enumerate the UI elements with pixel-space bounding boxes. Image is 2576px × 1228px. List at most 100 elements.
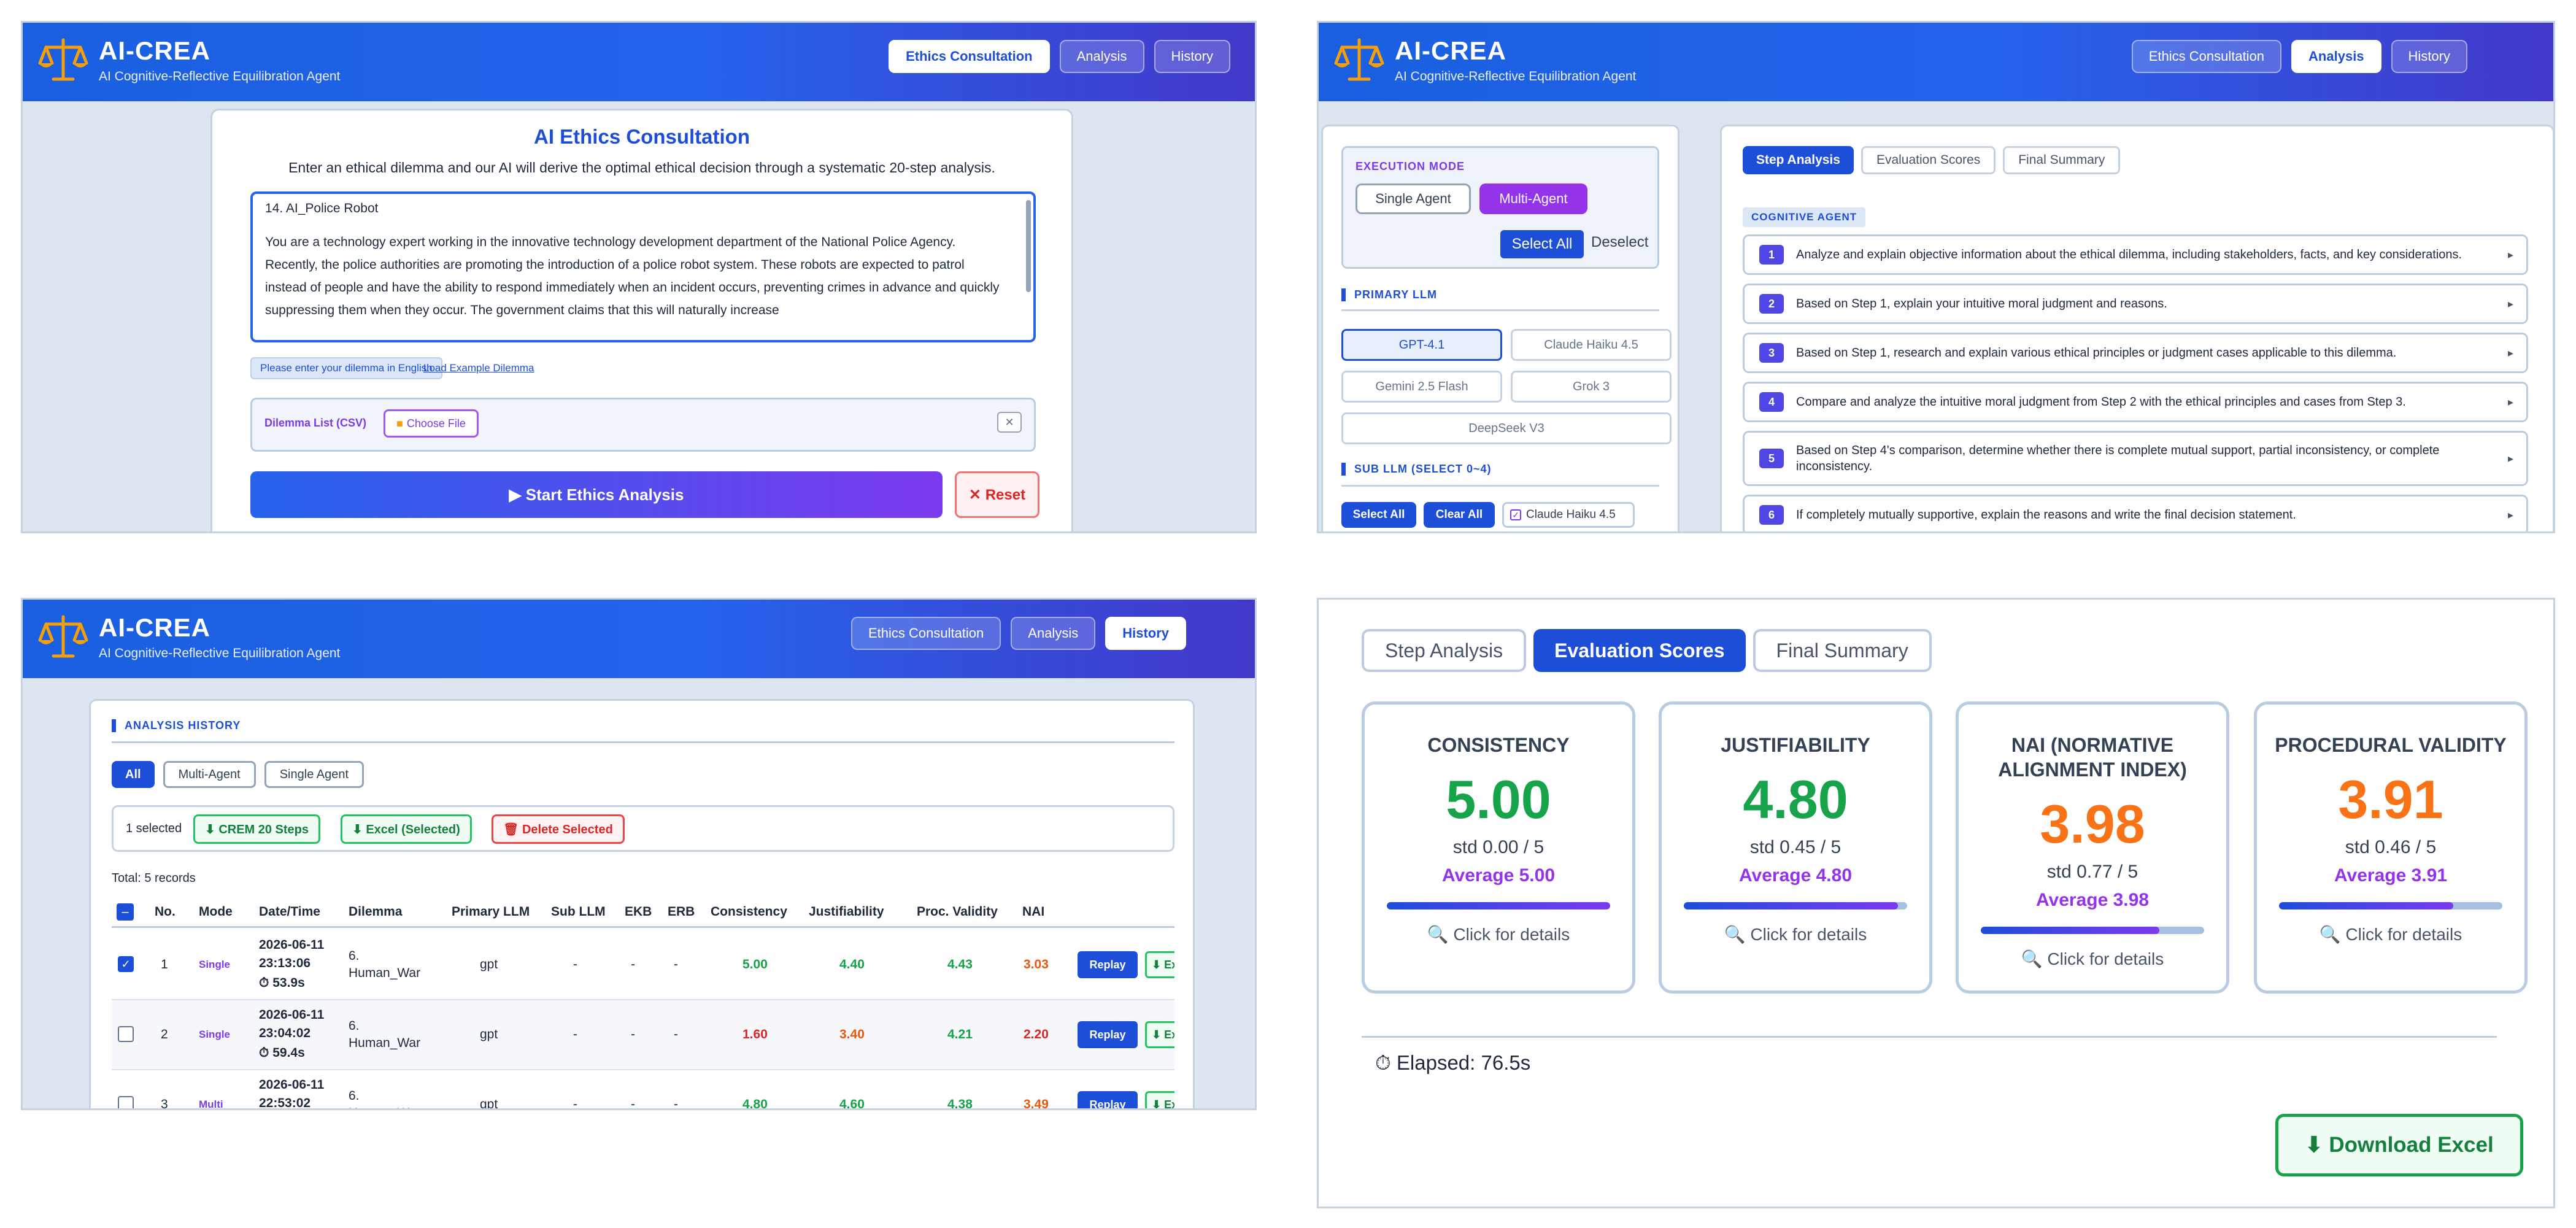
row-mode: Multi: [199, 1099, 223, 1110]
score-details-link[interactable]: 🔍 Click for details: [1724, 925, 1867, 944]
filter-all[interactable]: All: [112, 761, 155, 788]
table-row[interactable]: ✓ 1 Single 2026-06-11 23:13:06 ⏱ 53.9s 6. Human…: [112, 930, 1174, 1000]
row-primary-llm: gpt: [480, 1097, 498, 1110]
score-card[interactable]: PROCEDURAL VALIDITY 3.91 std 0.46 / 5 Avera…: [2254, 701, 2528, 994]
col-mode: Mode: [199, 905, 233, 919]
bulk-actions-bar: 1 selected ⬇ CREM 20 Steps ⬇ Excel (Sele…: [112, 805, 1174, 852]
llm-option-deepseek[interactable]: DeepSeek V3: [1341, 412, 1672, 444]
nav-history[interactable]: History: [2391, 40, 2467, 73]
row-checkbox[interactable]: ✓: [118, 956, 134, 972]
step-row-2[interactable]: 2 Based on Step 1, explain your intuitive…: [1743, 284, 2528, 324]
nav-history[interactable]: History: [1105, 617, 1186, 650]
table-row[interactable]: 2 Single 2026-06-11 23:04:02 ⏱ 59.4s 6. Human_…: [112, 1000, 1174, 1070]
table-row[interactable]: 3 Multi 2026-06-11 22:53:02 6. Human_War gpt - -…: [112, 1070, 1174, 1110]
sub-llm-label: SUB LLM (SELECT 0~4): [1341, 463, 1492, 476]
step-row-5[interactable]: 5 Based on Step 4's comparison, determine…: [1743, 431, 2528, 486]
nav-ethics-consultation[interactable]: Ethics Consultation: [889, 40, 1050, 73]
app-tagline: AI Cognitive-Reflective Equilibration Ag…: [99, 69, 341, 83]
divider: [112, 741, 1174, 743]
score-details-link[interactable]: 🔍 Click for details: [1427, 925, 1570, 944]
tab-evaluation-scores[interactable]: Evaluation Scores: [1533, 629, 1746, 672]
nav-analysis[interactable]: Analysis: [1011, 617, 1096, 650]
sub-select-all-button[interactable]: Select All: [1341, 502, 1416, 528]
excel-selected-button[interactable]: ⬇ Excel (Selected): [341, 814, 472, 844]
analysis-panel: AI-CREA AI Cognitive-Reflective Equilibr…: [1317, 21, 2555, 533]
row-checkbox[interactable]: [118, 1096, 134, 1108]
score-card[interactable]: CONSISTENCY 5.00 std 0.00 / 5 Average 5.00 🔍…: [1362, 701, 1635, 994]
step-row-1[interactable]: 1 Analyze and explain objective informati…: [1743, 234, 2528, 275]
scales-logo-icon: [38, 38, 88, 81]
llm-option-gemini[interactable]: Gemini 2.5 Flash: [1341, 371, 1502, 403]
step-number: 1: [1759, 245, 1784, 265]
llm-option-gpt[interactable]: GPT-4.1: [1341, 329, 1502, 361]
row-excel-button[interactable]: ⬇ Exc: [1145, 951, 1174, 978]
row-checkbox[interactable]: [118, 1026, 134, 1042]
tab-step-analysis[interactable]: Step Analysis: [1362, 629, 1527, 672]
replay-button[interactable]: Replay: [1078, 951, 1138, 978]
step-row-4[interactable]: 4 Compare and analyze the intuitive moral…: [1743, 382, 2528, 422]
tab-final-summary[interactable]: Final Summary: [2003, 146, 2121, 174]
row-duration: ⏱ 53.9s: [259, 976, 305, 990]
nav-ethics-consultation[interactable]: Ethics Consultation: [850, 617, 1001, 650]
load-example-link[interactable]: Load Example Dilemma: [423, 362, 534, 374]
select-all-checkbox[interactable]: –: [117, 903, 134, 921]
scores-tabs: Step Analysis Evaluation Scores Final Su…: [1362, 629, 1932, 672]
nav-ethics-consultation[interactable]: Ethics Consultation: [2131, 40, 2282, 73]
score-card[interactable]: NAI (NORMATIVE ALIGNMENT INDEX) 3.98 std 0…: [1956, 701, 2229, 994]
filter-multi-agent[interactable]: Multi-Agent: [163, 761, 256, 788]
mode-multi-agent[interactable]: Multi-Agent: [1479, 183, 1587, 214]
replay-button[interactable]: Replay: [1078, 1021, 1138, 1048]
row-dilemma-name: Human_War: [349, 966, 421, 980]
llm-option-grok[interactable]: Grok 3: [1511, 371, 1672, 403]
mode-single-agent[interactable]: Single Agent: [1355, 183, 1471, 214]
page-intro: Enter an ethical dilemma and our AI will…: [288, 160, 995, 176]
score-title: JUSTIFIABILITY: [1721, 734, 1870, 756]
step-text: Compare and analyze the intuitive moral …: [1796, 395, 2406, 409]
step-number: 2: [1759, 294, 1784, 314]
llm-option-claude[interactable]: Claude Haiku 4.5: [1511, 329, 1672, 361]
score-details-link[interactable]: 🔍 Click for details: [2021, 949, 2164, 968]
delete-selected-button[interactable]: 🗑 Delete Selected: [492, 814, 625, 844]
replay-button[interactable]: Replay: [1078, 1091, 1138, 1108]
row-erb: -: [674, 1027, 678, 1041]
download-excel-button[interactable]: ⬇ Download Excel: [2275, 1114, 2523, 1176]
row-date: 2026-06-11: [259, 1078, 325, 1092]
nav-history[interactable]: History: [1154, 40, 1230, 73]
score-details-link[interactable]: 🔍 Click for details: [2319, 925, 2462, 944]
chevron-right-icon: ▸: [2508, 248, 2514, 261]
sub-clear-all-button[interactable]: Clear All: [1424, 502, 1495, 528]
scores-panel: Step Analysis Evaluation Scores Final Su…: [1317, 598, 2555, 1208]
nav-analysis[interactable]: Analysis: [2291, 40, 2381, 73]
row-excel-button[interactable]: ⬇ Exc: [1145, 1091, 1174, 1108]
dilemma-textarea[interactable]: 14. AI_Police Robot You are a technology…: [250, 191, 1036, 342]
chevron-right-icon: ▸: [2508, 395, 2514, 408]
clear-file-button[interactable]: ✕: [997, 412, 1022, 433]
tab-step-analysis[interactable]: Step Analysis: [1743, 146, 1854, 174]
main-nav: Ethics Consultation Analysis History: [2131, 40, 2467, 73]
score-card[interactable]: JUSTIFIABILITY 4.80 std 0.45 / 5 Average 4.…: [1659, 701, 1932, 994]
crem-steps-button[interactable]: ⬇ CREM 20 Steps: [193, 814, 321, 844]
tab-evaluation-scores[interactable]: Evaluation Scores: [1861, 146, 1996, 174]
start-analysis-button[interactable]: ▶ Start Ethics Analysis: [250, 471, 943, 518]
tab-final-summary[interactable]: Final Summary: [1753, 629, 1932, 672]
reset-button[interactable]: ✕ Reset: [955, 471, 1039, 518]
score-value: 3.98: [2040, 794, 2145, 854]
chevron-right-icon: ▸: [2508, 452, 2514, 465]
choose-file-button[interactable]: ■ Choose File: [384, 409, 479, 438]
score-progress-bar: [2279, 902, 2502, 909]
score-progress-bar: [1981, 927, 2204, 934]
col-datetime: Date/Time: [259, 905, 320, 919]
step-row-3[interactable]: 3 Based on Step 1, research and explain v…: [1743, 333, 2528, 373]
filter-single-agent[interactable]: Single Agent: [264, 761, 364, 788]
checkbox-checked-icon[interactable]: ✓: [1510, 509, 1521, 520]
app-header: AI-CREA AI Cognitive-Reflective Equilibr…: [1319, 23, 2553, 101]
step-row-6[interactable]: 6 If completely mutually supportive, expl…: [1743, 495, 2528, 531]
deselect-mode-button[interactable]: Deselect: [1591, 234, 1649, 250]
textarea-scrollbar[interactable]: [1026, 200, 1031, 292]
app-header: AI-CREA AI Cognitive-Reflective Equilibr…: [23, 23, 1255, 101]
row-no: 2: [161, 1027, 168, 1041]
nav-analysis[interactable]: Analysis: [1059, 40, 1144, 73]
select-all-mode-button[interactable]: Select All: [1500, 230, 1584, 258]
sub-llm-chip-claude[interactable]: ✓ Claude Haiku 4.5: [1502, 502, 1635, 528]
row-excel-button[interactable]: ⬇ Exc: [1145, 1021, 1174, 1048]
